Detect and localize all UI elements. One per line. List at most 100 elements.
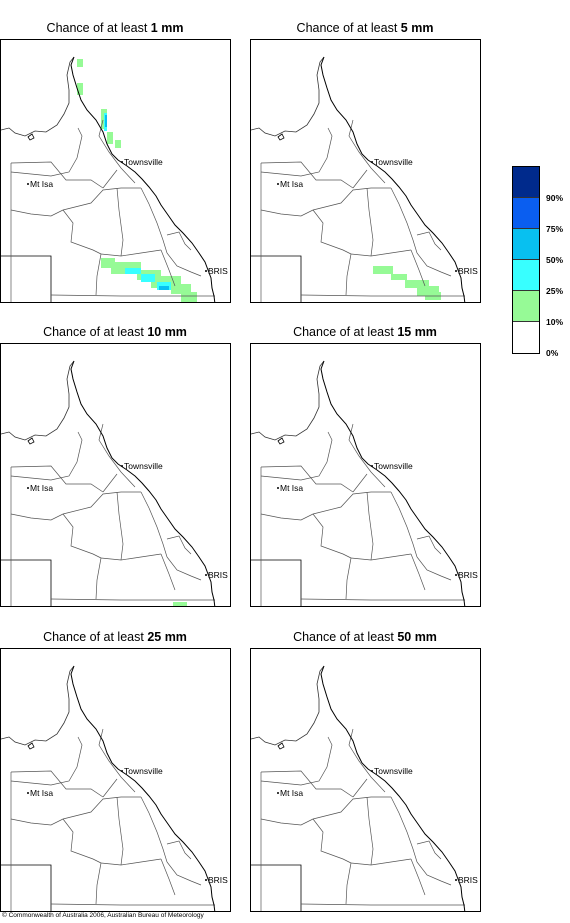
district-boundary [300,598,465,601]
inset-frame [251,255,302,302]
district-boundary [10,187,141,217]
district-boundary [352,169,368,189]
map-svg: Townsville Mt Isa BRIS [251,360,478,606]
probability-cell [77,59,83,67]
legend-swatch-90-100 [513,167,539,198]
mt-isa-marker [27,792,29,794]
district-boundary [416,535,442,555]
mt-isa-marker [277,487,279,489]
brisbane-marker [455,879,457,881]
brisbane-marker [455,574,457,576]
townsville-marker [121,161,123,163]
map-panel-50mm: Townsville Mt Isa BRIS [250,648,481,912]
district-boundary [140,796,168,863]
brisbane-marker [205,879,207,881]
townsville-label: Townsville [374,157,413,167]
probability-cell [107,132,113,144]
district-boundary [260,465,354,493]
brisbane-marker [205,574,207,576]
district-boundary [50,903,215,906]
district-boundary [166,861,202,886]
district-boundary [102,169,118,189]
district-boundary [98,119,136,184]
brisbane-marker [205,270,207,272]
island-outline [27,437,35,445]
inset-frame [1,255,52,302]
probability-cell [115,140,121,148]
townsville-marker [121,770,123,772]
gulf-coastline [1,360,75,441]
mt-isa-label: Mt Isa [30,483,53,493]
mt-isa-marker [27,487,29,489]
map-svg: Townsville Mt Isa BRIS [1,56,228,302]
district-boundary [10,161,104,189]
district-boundary [260,431,333,481]
island-outline [277,133,285,141]
townsville-marker [371,161,373,163]
district-boundary [348,119,386,184]
gulf-coastline [1,665,75,746]
district-boundary [416,840,442,860]
district-boundary [10,465,104,493]
east-coastline [320,360,466,606]
district-boundary [98,423,136,488]
island-outline [277,437,285,445]
island-outline [277,742,285,750]
legend-swatch-50-75 [513,229,539,260]
probability-cell [159,286,169,290]
map-svg: Townsville Mt Isa BRIS [1,360,228,606]
panel-title-5mm: Chance of at least 5 mm [296,21,434,35]
district-boundary [95,253,102,296]
probability-cell [405,280,429,288]
legend-label-10: 10% [546,317,564,327]
district-boundary [95,557,102,600]
mt-isa-marker [27,183,29,185]
legend-label-90: 90% [546,193,564,203]
district-boundary [350,858,412,866]
panel-title-1mm: Chance of at least 1 mm [46,21,184,35]
district-boundary [50,598,215,601]
district-boundary [166,840,192,860]
probability-cell [417,286,439,296]
legend-colorbar [512,166,540,354]
district-boundary [416,861,452,886]
district-boundary [140,491,168,558]
gulf-coastline [1,56,75,137]
inset-frame [1,559,52,606]
district-boundary [98,728,136,793]
district-boundary [345,253,352,296]
district-boundary [366,491,374,561]
legend-label-0: 0% [546,348,559,358]
district-boundary [100,249,162,257]
district-boundary [312,818,352,864]
district-boundary [312,513,352,559]
island-outline [27,133,35,141]
district-boundary [260,770,354,798]
east-coastline [320,665,466,911]
district-boundary [10,796,141,826]
district-boundary [260,491,391,521]
district-boundary [260,736,333,786]
district-boundary [50,294,215,297]
district-boundary [366,187,374,257]
legend-swatch-0-10 [513,322,539,353]
east-coastline [320,56,466,302]
panel-title-15mm: Chance of at least 15 mm [293,325,437,339]
district-boundary [166,252,202,277]
probability-cell [173,602,187,606]
copyright-notice: © Commonwealth of Australia 2006, Austra… [2,912,204,919]
district-boundary [416,231,442,251]
district-boundary [260,187,391,217]
map-panel-1mm: Townsville Mt Isa BRIS [0,39,231,303]
map-panel-5mm: Townsville Mt Isa BRIS [250,39,481,303]
district-boundary [102,778,118,798]
district-boundary [116,491,124,561]
mt-isa-label: Mt Isa [30,788,53,798]
district-boundary [345,862,352,905]
probability-cell [391,274,407,280]
district-boundary [366,796,374,866]
townsville-marker [371,770,373,772]
legend-swatch-25-50 [513,260,539,291]
district-boundary [10,431,83,481]
mt-isa-label: Mt Isa [280,483,303,493]
